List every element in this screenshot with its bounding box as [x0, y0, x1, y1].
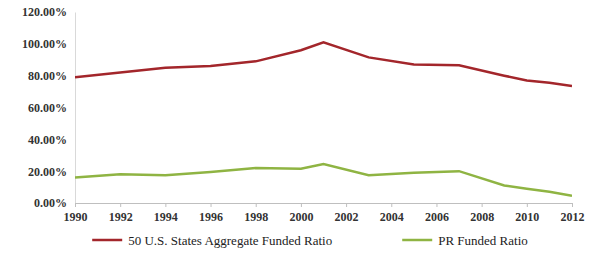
y-tick-label: 0.00%	[34, 196, 67, 210]
y-tick-label: 120.00%	[22, 5, 67, 19]
x-tick: 2000	[289, 203, 313, 224]
x-tick: 2006	[425, 203, 449, 224]
y-tick-label: 20.00%	[28, 165, 67, 179]
x-tick-label: 2008	[470, 210, 494, 224]
x-tick-mark	[211, 203, 212, 207]
x-tick-mark	[301, 203, 302, 207]
y-tick: 80.00%	[28, 69, 75, 83]
x-tick: 1990	[64, 203, 88, 224]
x-tick-label: 1996	[199, 210, 223, 224]
x-tick: 1992	[109, 203, 133, 224]
x-tick-label: 1990	[64, 210, 88, 224]
y-axis: 0.00% 20.00% 40.00% 60.00% 80.00% 100.00% 120.…	[22, 5, 76, 210]
x-axis-line	[76, 204, 573, 208]
legend-label: 50 U.S. States Aggregate Funded Ratio	[128, 233, 332, 248]
series-line	[75, 164, 572, 196]
x-tick-label: 2002	[335, 210, 359, 224]
x-tick-mark	[165, 203, 166, 207]
x-tick: 1994	[154, 203, 178, 224]
x-tick-mark	[391, 203, 392, 207]
y-tick: 40.00%	[28, 133, 75, 147]
chart: 0.00% 20.00% 40.00% 60.00% 80.00% 100.00% 120.…	[0, 0, 600, 258]
x-tick-label: 2012	[561, 210, 585, 224]
x-tick-mark	[75, 203, 76, 207]
y-tick-label: 80.00%	[28, 69, 67, 83]
y-tick: 20.00%	[28, 165, 75, 179]
x-tick: 1998	[244, 203, 268, 224]
x-tick-label: 2004	[380, 210, 404, 224]
x-tick-mark	[527, 203, 528, 207]
y-tick: 100.00%	[22, 37, 75, 51]
x-tick-mark	[120, 203, 121, 207]
x-tick-mark	[256, 203, 257, 207]
x-tick-label: 1998	[244, 210, 268, 224]
legend-swatch	[402, 239, 432, 242]
x-tick: 2012	[561, 203, 585, 224]
x-tick-mark	[482, 203, 483, 207]
x-tick-label: 1992	[109, 210, 133, 224]
x-tick: 2002	[335, 203, 359, 224]
legend-entry: PR Funded Ratio	[402, 233, 528, 248]
x-tick-label: 2006	[425, 210, 449, 224]
x-tick-mark	[346, 203, 347, 207]
series-line	[75, 42, 572, 86]
plot: 0.00% 20.00% 40.00% 60.00% 80.00% 100.00% 120.…	[22, 5, 585, 223]
x-tick-label: 2000	[289, 210, 313, 224]
x-tick-label: 2010	[515, 210, 539, 224]
x-tick-label: 1994	[154, 210, 178, 224]
x-axis: 1990 1992 1994 1996 1998 2000 2002 2004 2006 2008…	[64, 203, 585, 224]
legend-swatch	[92, 239, 122, 242]
x-tick: 2008	[470, 203, 494, 224]
x-tick: 2004	[380, 203, 404, 224]
x-tick: 2010	[515, 203, 539, 224]
lines	[75, 42, 572, 196]
legend-entry: 50 U.S. States Aggregate Funded Ratio	[92, 233, 332, 248]
y-tick-label: 40.00%	[28, 133, 67, 147]
y-tick-label: 100.00%	[22, 37, 67, 51]
x-tick-mark	[572, 203, 573, 207]
x-tick-mark	[436, 203, 437, 207]
y-tick: 60.00%	[28, 101, 75, 115]
x-tick: 1996	[199, 203, 223, 224]
y-tick: 120.00%	[22, 5, 75, 19]
y-axis-line	[75, 13, 76, 204]
y-tick: 0.00%	[34, 196, 75, 210]
legend-label: PR Funded Ratio	[438, 233, 528, 248]
legend: 50 U.S. States Aggregate Funded Ratio PR …	[92, 233, 528, 248]
y-tick-label: 60.00%	[28, 101, 67, 115]
